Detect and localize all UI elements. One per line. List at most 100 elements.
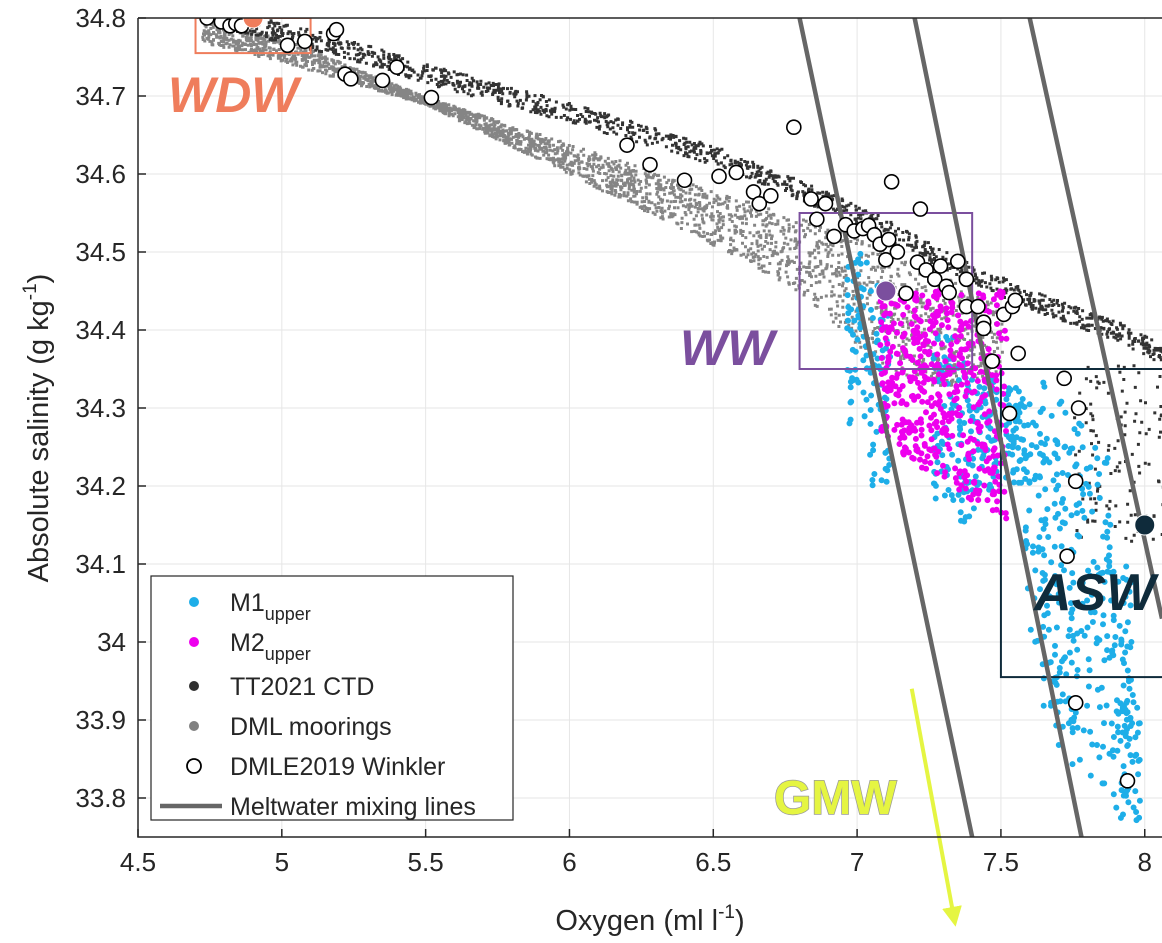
y-axis-label: Absolute salinity (g kg-1) <box>20 274 55 583</box>
winkler-point <box>374 72 391 89</box>
winkler-point <box>1056 370 1073 387</box>
wdw-box <box>194 18 312 55</box>
legend-box <box>150 575 514 821</box>
winkler-point <box>1010 345 1026 362</box>
winkler-point <box>912 201 929 217</box>
x-tick-label: 7 <box>850 847 864 877</box>
y-axis-ticks: 33.8 33.9 34 34.1 34.2 34.3 34.4 34.5 34.6 34.7 34… <box>75 3 146 813</box>
winkler-point <box>949 253 966 270</box>
gmw-annotation: GMW <box>773 688 962 927</box>
x-tick-label: 8 <box>1138 847 1152 877</box>
x-tick-label: 5.5 <box>408 847 444 877</box>
winkler-point <box>1001 405 1018 422</box>
winkler-point <box>619 137 635 153</box>
winkler-point <box>1067 473 1084 490</box>
m2-upper-points <box>877 288 1010 522</box>
winkler-point <box>343 71 359 87</box>
winkler-point <box>883 174 900 190</box>
y-tick-label: 34.7 <box>75 81 126 111</box>
winkler-point <box>676 172 693 189</box>
winkler-point <box>279 37 296 54</box>
gmw-label: GMW <box>774 772 897 825</box>
tt2021-ctd-series <box>224 18 1162 543</box>
x-tick-label: 5 <box>275 847 289 877</box>
asw-endpoint <box>1134 514 1156 536</box>
y-tick-label: 34.3 <box>75 393 126 423</box>
water-mass-endpoints <box>242 18 1156 536</box>
winkler-point <box>1067 695 1084 711</box>
legend-marker <box>189 681 199 691</box>
winkler-point <box>328 21 345 38</box>
winkler-point <box>817 195 834 212</box>
winkler-point <box>1007 292 1024 309</box>
winkler-point <box>711 168 727 185</box>
y-tick-label: 34.2 <box>75 471 126 501</box>
legend-label: M1upper <box>230 589 311 624</box>
winkler-point <box>297 33 313 50</box>
legend-label: Meltwater mixing lines <box>230 793 476 821</box>
legend-marker <box>189 721 199 731</box>
asw-box <box>999 368 1162 679</box>
winkler-point <box>878 251 894 268</box>
winkler-point <box>751 195 768 212</box>
y-tick-label: 34.6 <box>75 159 126 189</box>
winkler-point <box>984 353 1001 370</box>
legend-label: DML moorings <box>230 713 392 741</box>
water-mass-labels: WDW WW ASW <box>168 67 1159 622</box>
y-tick-label: 33.9 <box>75 705 126 735</box>
x-axis-ticks: 4.5 5 5.5 6 6.5 7 7.5 8 <box>120 829 1152 877</box>
winkler-point <box>975 320 992 337</box>
winkler-point <box>803 191 819 207</box>
tt2021-ctd-points <box>224 18 1162 543</box>
gmw-arrow <box>909 688 962 927</box>
x-tick-label: 6 <box>562 847 576 877</box>
y-tick-label: 34.8 <box>75 3 126 33</box>
winkler-point <box>199 18 215 26</box>
winkler-point <box>763 188 779 204</box>
wdw-endpoint <box>242 18 264 29</box>
mixing-line <box>797 18 975 837</box>
dml-moorings-points <box>201 19 1004 387</box>
winkler-point <box>898 285 914 302</box>
dml-moorings-series <box>201 19 1004 387</box>
y-tick-label: 34.1 <box>75 549 126 579</box>
winkler-point <box>1070 400 1087 416</box>
winkler-point <box>880 231 897 248</box>
winkler-point <box>786 119 802 135</box>
winkler-point <box>970 298 986 315</box>
winkler-point <box>389 59 405 75</box>
x-axis-label: Oxygen (ml l-1) <box>555 902 744 937</box>
winkler-point <box>728 164 745 181</box>
winkler-point <box>932 258 949 274</box>
ww-endpoint <box>875 280 897 302</box>
winkler-point <box>889 244 906 260</box>
ww-label: WW <box>680 320 778 376</box>
legend-marker <box>186 758 202 774</box>
y-tick-label: 34.5 <box>75 237 126 267</box>
winkler-point <box>423 89 440 106</box>
winkler-point <box>809 211 825 228</box>
legend-label: M2upper <box>230 629 311 664</box>
y-tick-label: 34 <box>97 627 126 657</box>
asw-label: ASW <box>1032 564 1159 622</box>
wdw-label: WDW <box>168 67 302 123</box>
legend-label: DMLE2019 Winkler <box>230 753 445 781</box>
x-tick-label: 4.5 <box>120 847 156 877</box>
winkler-point <box>958 271 975 288</box>
winkler-point <box>926 271 943 288</box>
legend: M1upper M2upper TT2021 CTD DML moorings DMLE… <box>150 575 514 821</box>
y-tick-label: 34.4 <box>75 315 126 345</box>
legend-marker <box>189 597 199 607</box>
y-tick-label: 33.8 <box>75 783 126 813</box>
m2-upper-series <box>877 288 1010 522</box>
x-tick-label: 7.5 <box>983 847 1019 877</box>
axes-frame <box>137 18 1162 838</box>
winkler-point <box>642 156 658 173</box>
plot-area <box>194 18 1162 837</box>
mixing-line <box>912 18 1084 837</box>
dmle2019-winkler-series <box>199 18 1136 789</box>
legend-label: TT2021 CTD <box>230 673 374 701</box>
winkler-point <box>941 284 957 301</box>
winkler-point <box>826 228 842 245</box>
